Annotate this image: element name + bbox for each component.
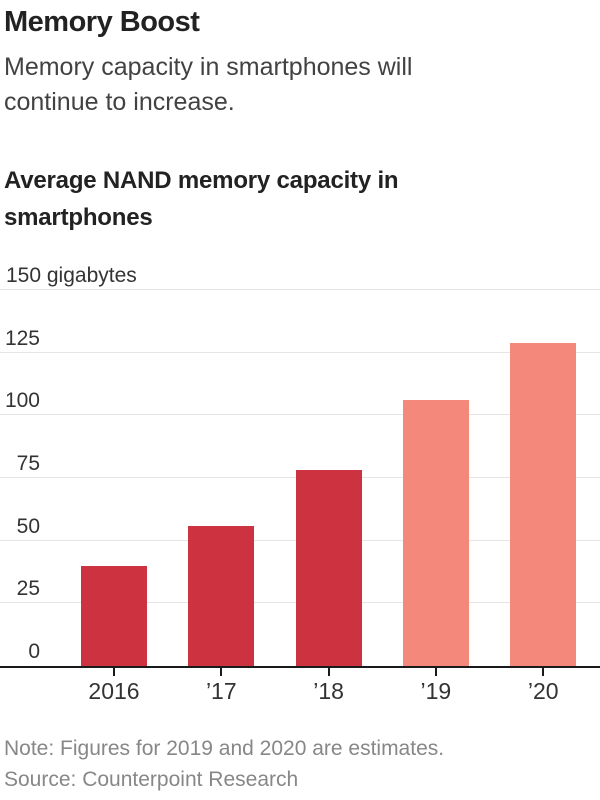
bar-20 (510, 342, 577, 666)
y-axis-label-150: 150 gigabytes (6, 264, 137, 287)
gridline-100 (0, 414, 600, 416)
chart-source: Source: Counterpoint Research (4, 768, 299, 791)
bar-18 (295, 470, 362, 666)
x-axis-tick-4 (542, 668, 545, 676)
x-axis-label-2: ’18 (313, 678, 344, 704)
bar-17 (188, 525, 255, 666)
y-axis-label-100: 100 (4, 389, 40, 413)
y-axis-label-50: 50 (16, 514, 40, 538)
y-axis-label-0: 0 (28, 640, 40, 663)
x-axis-label-1: ’17 (205, 678, 237, 704)
bar-19 (402, 400, 469, 666)
x-axis-tick-2 (327, 668, 330, 676)
bar-2016 (81, 565, 147, 666)
chart-note: Note: Figures for 2019 and 2020 are esti… (4, 737, 445, 760)
y-axis-label-125: 125 (4, 326, 40, 350)
gridline-125 (0, 351, 600, 353)
y-axis-label-75: 75 (16, 452, 40, 475)
x-axis-label-3: ’19 (420, 678, 452, 704)
gridline-150 (0, 289, 600, 290)
chart-heading: Average NAND memory capacity in smartpho… (4, 167, 399, 231)
x-axis-tick-3 (434, 668, 437, 676)
x-axis-tick-1 (220, 668, 223, 676)
x-axis-label-4: ’20 (527, 678, 559, 704)
x-axis-tick-0 (113, 668, 115, 676)
y-axis-label-25: 25 (16, 577, 40, 601)
page-title: Memory Boost (4, 6, 200, 38)
plot-area: 0 25 50 75 100 125 150 gigabytes 2016 ’17 ’18 ’19 ’… (0, 265, 600, 704)
x-axis-label-0: 2016 (88, 678, 140, 704)
chart-subtitle: Memory capacity in smartphones will cont… (4, 53, 413, 116)
